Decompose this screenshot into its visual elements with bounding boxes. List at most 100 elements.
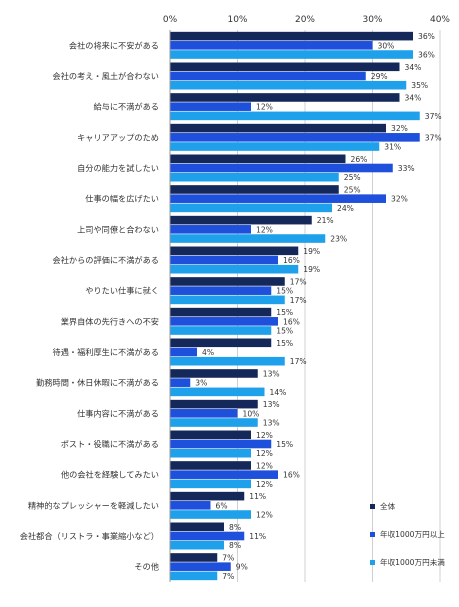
data-label: 9%: [236, 563, 248, 572]
data-label: 10%: [243, 409, 260, 418]
category-label: 会社の考え・風土が合わない: [53, 71, 159, 81]
bar: [170, 215, 312, 225]
data-label: 36%: [418, 51, 435, 60]
data-label: 3%: [195, 379, 207, 388]
data-label: 17%: [290, 357, 307, 366]
bar: [170, 50, 413, 59]
bar: [170, 71, 366, 81]
data-label: 15%: [276, 440, 293, 449]
data-label: 6%: [216, 501, 228, 510]
bar: [170, 387, 265, 397]
data-label: 30%: [378, 41, 395, 50]
category-label: 仕事の幅を広げたい: [85, 194, 159, 204]
grid: [237, 30, 441, 582]
bar: [170, 470, 278, 479]
bar: [170, 501, 211, 510]
category-label: 給与に不満がある: [93, 102, 159, 112]
bar: [170, 356, 285, 366]
data-label: 23%: [330, 235, 347, 244]
bar: [170, 338, 272, 348]
data-label: 25%: [344, 185, 361, 194]
data-label: 29%: [371, 72, 388, 81]
bar: [170, 491, 245, 501]
bar: [170, 133, 420, 142]
data-label: 17%: [290, 277, 307, 286]
bar: [170, 246, 299, 256]
legend-swatch: [370, 560, 375, 565]
data-label: 12%: [256, 461, 273, 470]
legend-swatch: [370, 532, 375, 537]
category-label: ポスト・役職に不満がある: [61, 439, 159, 449]
data-label: 19%: [303, 247, 320, 256]
category-label: 待遇・福利厚生に不満がある: [53, 347, 159, 357]
bar: [170, 307, 272, 317]
category-label: 会社からの評価に不満がある: [53, 255, 159, 265]
data-label: 11%: [249, 532, 266, 541]
bar: [170, 142, 380, 151]
data-label: 16%: [283, 256, 300, 265]
bars: [170, 31, 420, 581]
category-label: 勤務時間・休日休暇に不満がある: [36, 378, 159, 388]
data-label: 12%: [256, 511, 273, 520]
bar: [170, 154, 346, 164]
bar: [170, 31, 413, 41]
legend-label: 全体: [380, 501, 396, 511]
data-label: 12%: [256, 449, 273, 458]
bar: [170, 163, 393, 173]
data-label: 13%: [263, 419, 280, 428]
bar: [170, 264, 299, 274]
bar: [170, 286, 272, 295]
x-tick-label: 40%: [430, 15, 450, 25]
data-label: 15%: [276, 327, 293, 336]
bar: [170, 62, 400, 72]
data-label: 7%: [222, 572, 234, 581]
data-label: 34%: [405, 93, 422, 102]
data-label: 17%: [290, 296, 307, 305]
data-label: 7%: [222, 553, 234, 562]
category-labels: 会社の将来に不安がある会社の考え・風土が合わない給与に不満があるキャリアアップの…: [20, 40, 159, 571]
x-tick-label: 20%: [295, 15, 315, 25]
bar: [170, 123, 386, 133]
bar: [170, 430, 251, 440]
bar: [170, 510, 251, 519]
data-label: 32%: [391, 195, 408, 204]
data-label: 33%: [398, 164, 415, 173]
data-label: 12%: [256, 103, 273, 112]
category-label: 自分の能力を試したい: [77, 163, 159, 173]
bar: [170, 448, 251, 458]
data-label: 8%: [229, 523, 241, 532]
bar: [170, 317, 278, 326]
data-label: 19%: [303, 265, 320, 274]
bar: [170, 531, 245, 541]
category-label: その他: [134, 562, 159, 572]
data-label: 35%: [411, 81, 428, 90]
legend-label: 年収1000万円未満: [380, 557, 445, 567]
bar: [170, 102, 251, 111]
bar: [170, 80, 407, 90]
bar: [170, 277, 285, 286]
data-label: 26%: [351, 155, 368, 164]
bar: [170, 479, 251, 489]
legend-swatch: [370, 504, 375, 509]
x-tick-label: 10%: [227, 15, 247, 25]
bar: [170, 399, 258, 409]
category-label: 業界自体の先行きへの不安: [61, 316, 159, 326]
data-label: 16%: [283, 471, 300, 480]
bar: [170, 439, 272, 449]
data-labels: 36% 30% 36% 34% 29% 35% 34% 12% 37% 32% 37% 31% 26% 3…: [195, 32, 441, 581]
bar: [170, 41, 373, 50]
bar: [170, 522, 224, 532]
category-label: 会社の将来に不安がある: [69, 40, 159, 50]
bar: [170, 378, 191, 387]
data-label: 15%: [276, 339, 293, 348]
bar: [170, 295, 285, 305]
data-label: 11%: [249, 492, 266, 501]
category-label: 仕事内容に不満がある: [77, 408, 159, 418]
data-label: 14%: [270, 388, 287, 397]
category-label: やりたい仕事に就く: [85, 286, 159, 296]
bar: [170, 194, 386, 203]
data-label: 13%: [263, 369, 280, 378]
x-tick-label: 0%: [163, 15, 178, 25]
bar: [170, 234, 326, 243]
